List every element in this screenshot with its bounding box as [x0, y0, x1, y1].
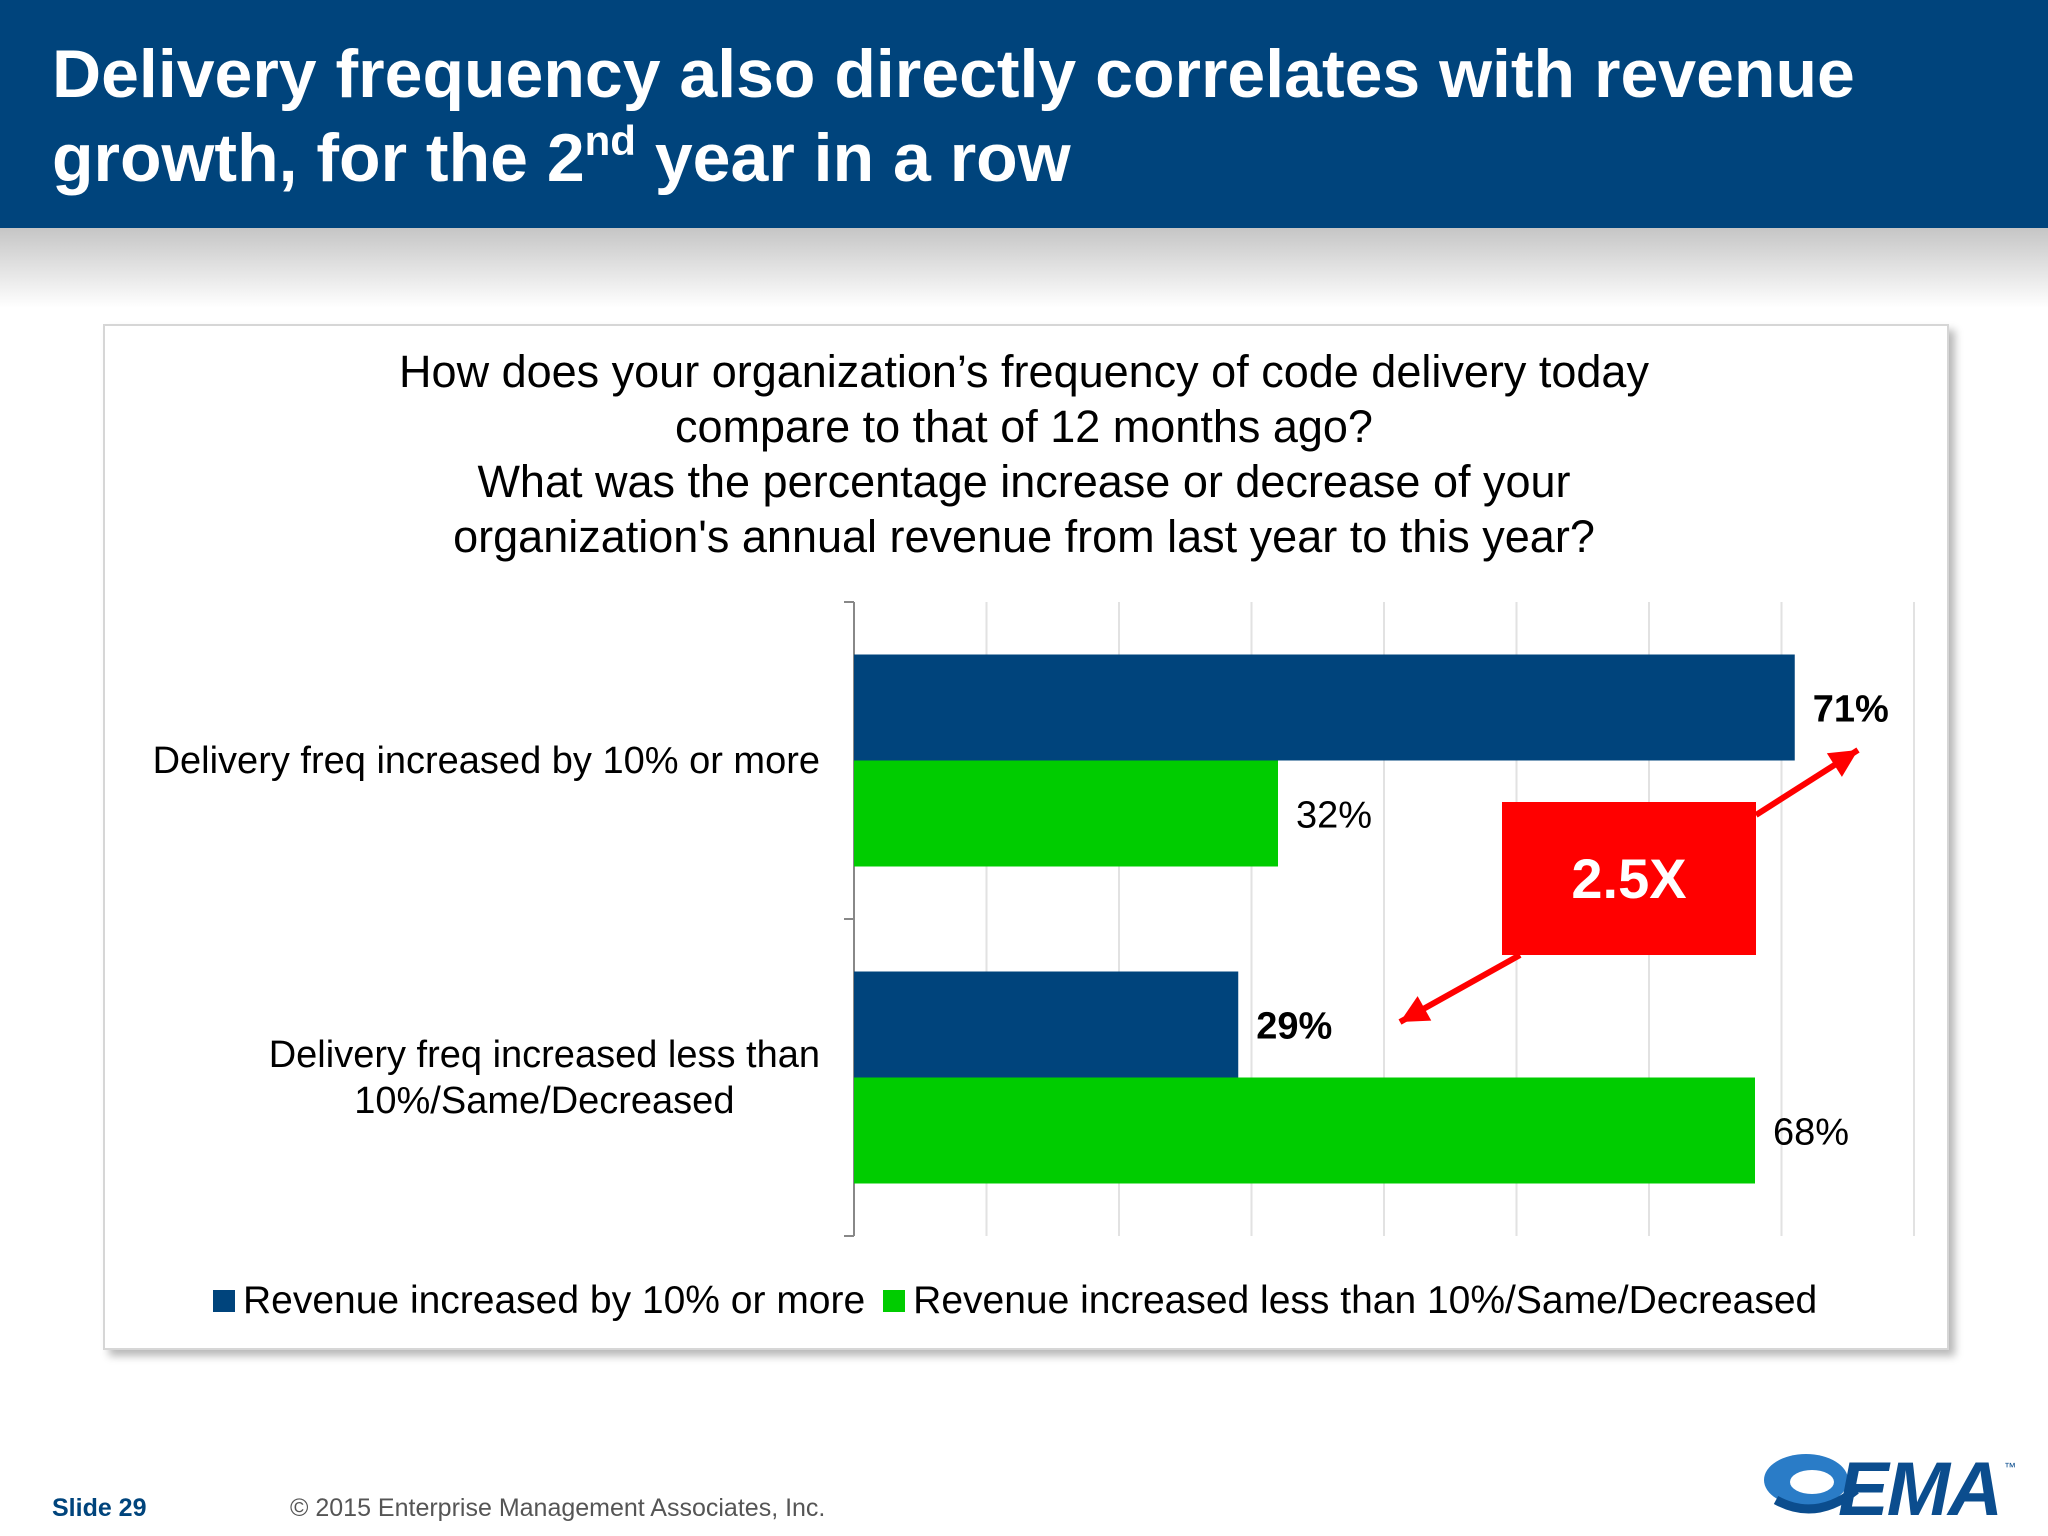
legend-swatch-green — [883, 1290, 906, 1312]
arrow-up-head — [1826, 750, 1858, 777]
data-label: 71% — [1813, 689, 1889, 731]
slide-title: Delivery frequency also directly correla… — [52, 32, 1992, 200]
chart-question: How does your organization’s frequency o… — [103, 344, 1945, 564]
logo-text: EMA — [1838, 1447, 2003, 1532]
title-banner — [0, 0, 2048, 228]
data-label: 32% — [1296, 795, 1372, 837]
data-label: 29% — [1256, 1006, 1332, 1048]
category-label-1: Delivery freq increased by 10% or more — [153, 738, 820, 784]
ema-logo-icon — [1764, 1454, 1859, 1514]
question-line-1: How does your organization’s frequency o… — [399, 346, 1649, 397]
category-label-1-line-1: Delivery freq increased by 10% or more — [152, 740, 820, 782]
legend-item-revenue-up: Revenue increased by 10% or more — [213, 1279, 865, 1323]
category-label-2-line-2: 10%/Same/Decreased — [354, 1080, 735, 1122]
title-superscript: nd — [584, 117, 636, 164]
title-line-1: Delivery frequency also directly correla… — [52, 36, 1855, 112]
question-line-2: compare to that of 12 months ago? — [675, 401, 1373, 452]
bar-revenue-up-1 — [854, 654, 1795, 761]
title-line-2-start: growth, for the 2 — [52, 120, 585, 196]
bar-revenue-up-2 — [854, 971, 1239, 1078]
legend-label-revenue-flat: Revenue increased less than 10%/Same/Dec… — [913, 1279, 1818, 1322]
title-line-2-end: year in a row — [635, 120, 1071, 196]
question-line-3: What was the percentage increase or decr… — [477, 456, 1571, 507]
legend-swatch-blue — [213, 1290, 235, 1312]
logo-trademark: ™ — [2004, 1460, 2016, 1474]
copyright-text: © 2015 Enterprise Management Associates,… — [290, 1494, 826, 1522]
bar-revenue-flat-1 — [854, 760, 1278, 867]
legend: Revenue increased by 10% or more Revenue… — [213, 1278, 1835, 1324]
ratio-callout: 2.5X — [1502, 802, 1756, 955]
legend-label-revenue-up: Revenue increased by 10% or more — [243, 1279, 866, 1322]
legend-item-revenue-flat: Revenue increased less than 10%/Same/Dec… — [883, 1279, 1817, 1323]
banner-shadow — [0, 228, 2048, 308]
category-label-2: Delivery freq increased less than 10%/Sa… — [269, 1032, 820, 1124]
slide-number: Slide 29 — [52, 1494, 147, 1522]
data-label: 68% — [1773, 1112, 1849, 1154]
arrow-down-head — [1400, 996, 1432, 1022]
bar-revenue-flat-2 — [854, 1077, 1755, 1184]
question-line-4: organization's annual revenue from last … — [453, 511, 1595, 562]
category-label-2-line-1: Delivery freq increased less than — [268, 1034, 820, 1076]
